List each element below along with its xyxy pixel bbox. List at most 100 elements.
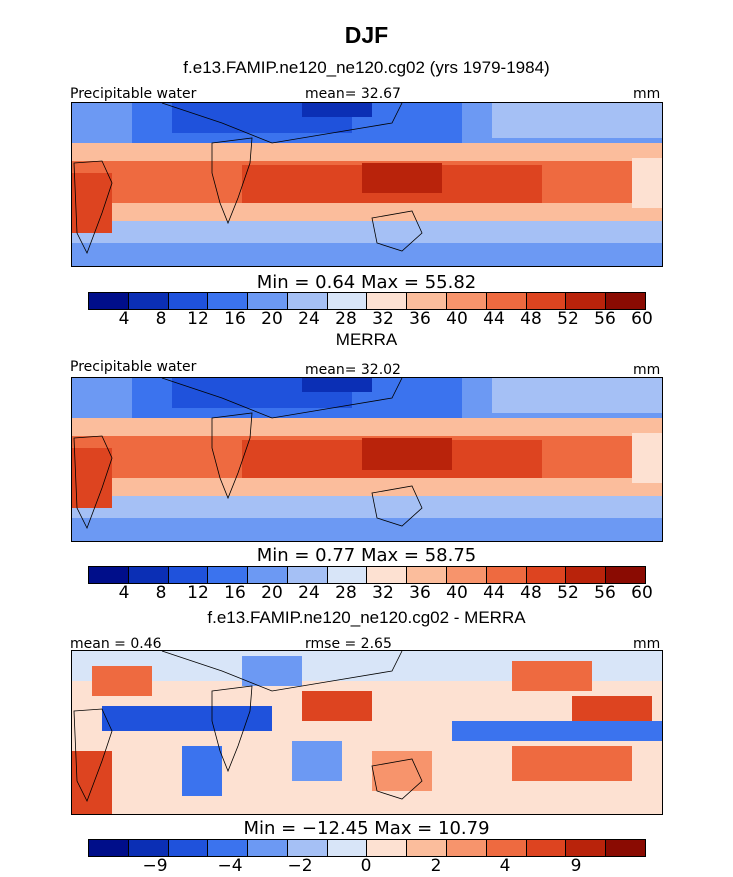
colorbar-swatch bbox=[407, 567, 448, 583]
panel1-field bbox=[72, 103, 662, 266]
colorbar-swatch bbox=[248, 840, 288, 856]
colorbar-swatch bbox=[168, 293, 209, 309]
panel1-tick-label: 56 bbox=[594, 309, 616, 329]
colorbar-swatch bbox=[367, 293, 408, 309]
panel2-colorbar bbox=[88, 566, 646, 584]
panel3-map bbox=[71, 650, 663, 815]
panel2-minmax: Min = 0.77 Max = 58.75 bbox=[256, 545, 477, 566]
colorbar-swatch bbox=[208, 293, 249, 309]
panel1-tick-label: 28 bbox=[335, 309, 357, 329]
season-title: DJF bbox=[344, 22, 389, 48]
colorbar-swatch bbox=[128, 840, 169, 856]
panel1-tick-label: 32 bbox=[372, 309, 394, 329]
colorbar-swatch bbox=[566, 840, 607, 856]
panel2-tick-label: 24 bbox=[298, 583, 320, 603]
colorbar-swatch bbox=[128, 567, 169, 583]
colorbar-swatch bbox=[168, 567, 209, 583]
panel2-tick-label: 12 bbox=[187, 583, 209, 603]
panel1-tick-label: 8 bbox=[155, 309, 167, 329]
colorbar-swatch bbox=[407, 840, 448, 856]
colorbar-swatch bbox=[208, 840, 249, 856]
panel3-tick-label: 4 bbox=[499, 856, 511, 876]
panel1-tick-label: 16 bbox=[224, 309, 246, 329]
panel2-tick-label: 52 bbox=[557, 583, 579, 603]
panel2-tick-label: 40 bbox=[446, 583, 468, 603]
colorbar-swatch bbox=[526, 840, 567, 856]
colorbar-swatch bbox=[287, 567, 328, 583]
panel2-tick-label: 44 bbox=[483, 583, 505, 603]
colorbar-swatch bbox=[486, 293, 527, 309]
colorbar-swatch bbox=[447, 840, 487, 856]
panel1-tick-label: 12 bbox=[187, 309, 209, 329]
panel2-field bbox=[72, 378, 662, 541]
panel1-minmax: Min = 0.64 Max = 55.82 bbox=[256, 272, 477, 293]
colorbar-swatch bbox=[526, 293, 567, 309]
panel3-tick-label: −2 bbox=[287, 856, 313, 876]
panel3-tick-label: 2 bbox=[430, 856, 442, 876]
panel3-tick-label: −9 bbox=[142, 856, 168, 876]
panel3-units: mm bbox=[633, 636, 661, 652]
colorbar-swatch bbox=[327, 840, 368, 856]
colorbar-swatch bbox=[566, 567, 607, 583]
panel3-rmse: rmse = 2.65 bbox=[305, 636, 392, 652]
colorbar-swatch bbox=[248, 567, 288, 583]
colorbar-swatch bbox=[486, 567, 527, 583]
colorbar-swatch bbox=[89, 567, 129, 583]
panel3-tick-label: 0 bbox=[360, 856, 372, 876]
colorbar-swatch bbox=[168, 840, 209, 856]
colorbar-swatch bbox=[89, 293, 129, 309]
colorbar-swatch bbox=[606, 293, 645, 309]
colorbar-swatch bbox=[407, 293, 448, 309]
panel1-tick-label: 48 bbox=[520, 309, 542, 329]
panel2-map bbox=[71, 377, 663, 542]
colorbar-swatch bbox=[606, 567, 645, 583]
panel2-tick-label: 32 bbox=[372, 583, 394, 603]
colorbar-swatch bbox=[287, 840, 328, 856]
panel1-tick-label: 44 bbox=[483, 309, 505, 329]
colorbar-swatch bbox=[447, 567, 487, 583]
panel3-tick-label: −4 bbox=[217, 856, 243, 876]
panel2-mean: mean= 32.02 bbox=[305, 362, 401, 378]
colorbar-swatch bbox=[208, 567, 249, 583]
colorbar-swatch bbox=[367, 840, 408, 856]
panel1-tick-label: 20 bbox=[261, 309, 283, 329]
panel2-variable-label: Precipitable water bbox=[70, 359, 197, 375]
colorbar-swatch bbox=[447, 293, 487, 309]
panel1-tick-label: 4 bbox=[118, 309, 130, 329]
panel3-field bbox=[72, 651, 662, 814]
panel1-units: mm bbox=[633, 86, 661, 102]
panel2-tick-label: 8 bbox=[155, 583, 167, 603]
panel2-tick-label: 36 bbox=[409, 583, 431, 603]
panel1-tick-label: 60 bbox=[631, 309, 653, 329]
panel1-tick-label: 24 bbox=[298, 309, 320, 329]
panel2-tick-label: 16 bbox=[224, 583, 246, 603]
panel1-tick-label: 52 bbox=[557, 309, 579, 329]
colorbar-swatch bbox=[327, 567, 368, 583]
colorbar-swatch bbox=[566, 293, 607, 309]
panel2-title: MERRA bbox=[335, 330, 398, 349]
panel3-mean: mean = 0.46 bbox=[70, 636, 162, 652]
panel2-tick-label: 28 bbox=[335, 583, 357, 603]
panel1-map bbox=[71, 102, 663, 267]
panel1-tick-label: 40 bbox=[446, 309, 468, 329]
panel2-tick-label: 4 bbox=[118, 583, 130, 603]
colorbar-swatch bbox=[526, 567, 567, 583]
colorbar-swatch bbox=[486, 840, 527, 856]
colorbar-swatch bbox=[606, 840, 645, 856]
colorbar-swatch bbox=[248, 293, 288, 309]
panel1-mean: mean= 32.67 bbox=[305, 86, 401, 102]
panel1-variable-label: Precipitable water bbox=[70, 86, 197, 102]
panel1-colorbar bbox=[88, 292, 646, 310]
panel2-tick-label: 56 bbox=[594, 583, 616, 603]
case-title: f.e13.FAMIP.ne120_ne120.cg02 (yrs 1979-1… bbox=[183, 58, 550, 77]
colorbar-swatch bbox=[367, 567, 408, 583]
panel3-tick-label: 9 bbox=[570, 856, 582, 876]
panel2-tick-label: 48 bbox=[520, 583, 542, 603]
panel2-tick-label: 60 bbox=[631, 583, 653, 603]
colorbar-swatch bbox=[89, 840, 129, 856]
colorbar-swatch bbox=[287, 293, 328, 309]
panel2-units: mm bbox=[633, 362, 661, 378]
colorbar-swatch bbox=[128, 293, 169, 309]
panel3-title: f.e13.FAMIP.ne120_ne120.cg02 - MERRA bbox=[207, 608, 526, 627]
panel3-colorbar bbox=[88, 839, 646, 857]
